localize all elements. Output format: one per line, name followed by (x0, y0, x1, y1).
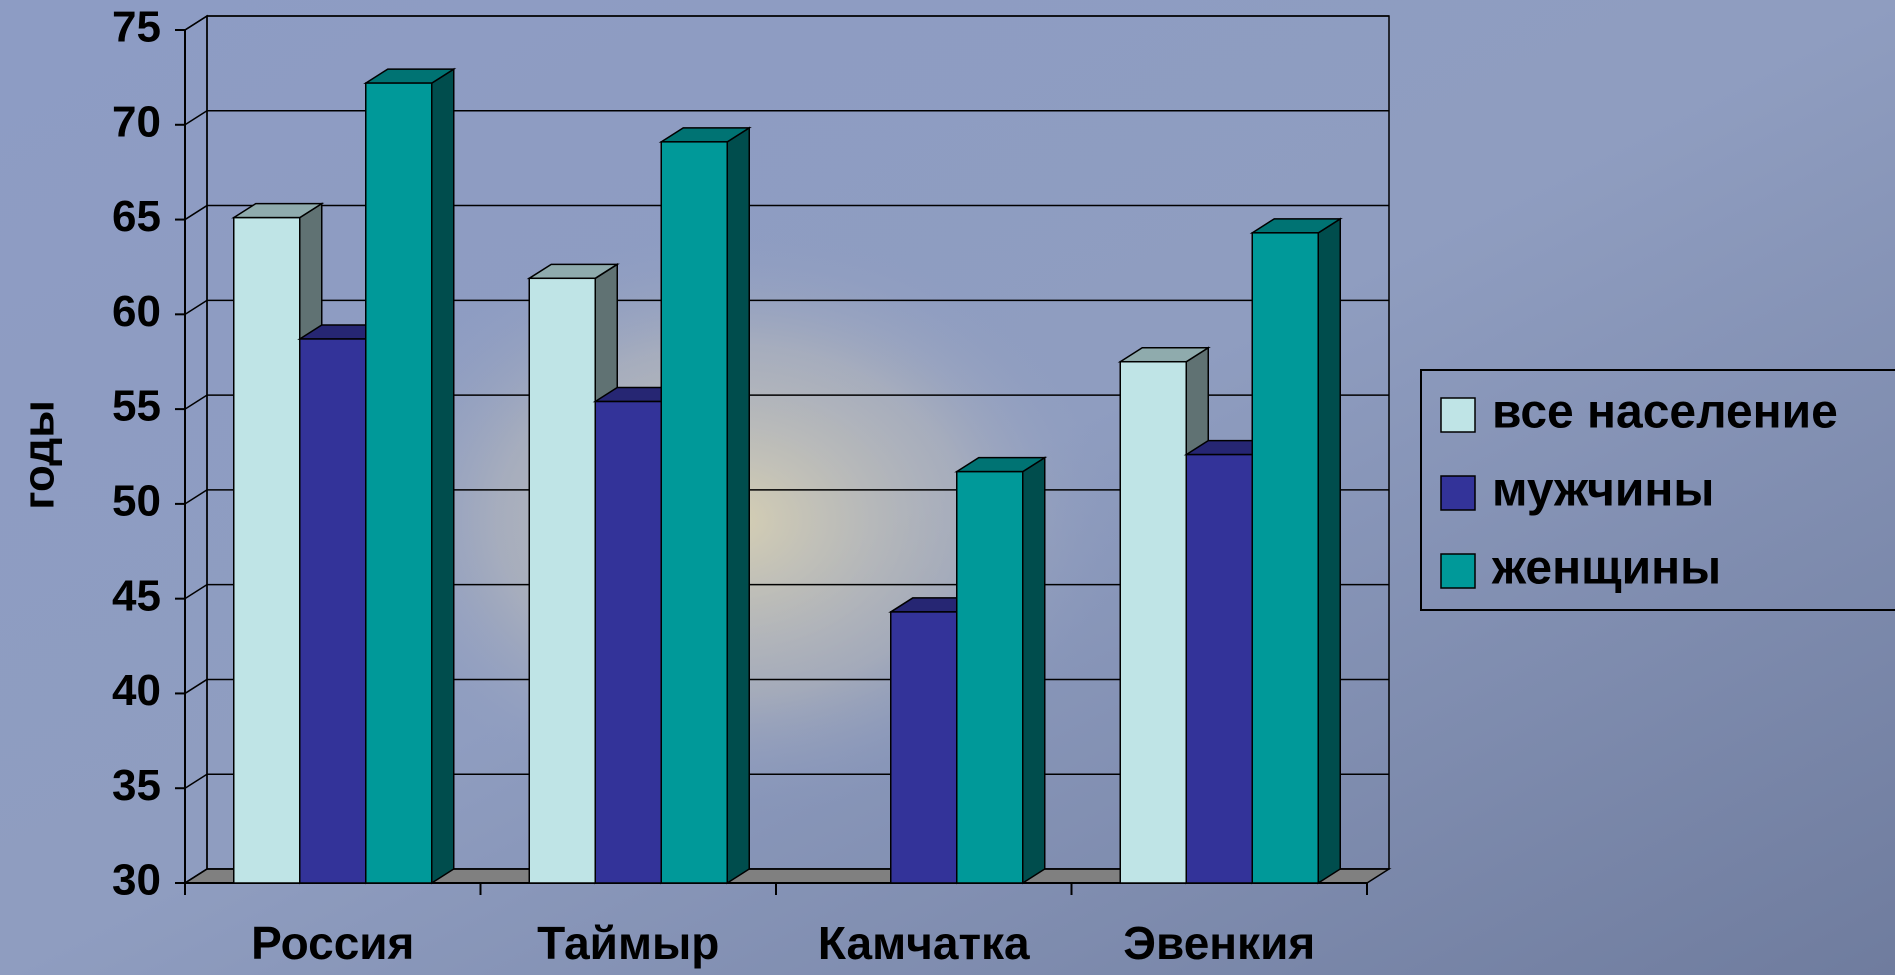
grid-line-side (184, 394, 208, 410)
bar (528, 277, 596, 884)
y-tick-label: 35 (112, 761, 161, 810)
legend-label: все население (1492, 386, 1838, 439)
legend-swatch (1440, 553, 1476, 589)
bar (299, 338, 367, 884)
bar (365, 82, 433, 884)
bar-group (1249, 217, 1343, 885)
bar-side (431, 67, 455, 885)
bar-side (1022, 456, 1046, 885)
grid-line-side (184, 204, 208, 221)
bar (890, 611, 958, 884)
legend-swatch (1440, 397, 1476, 433)
legend-label: женщины (1491, 542, 1721, 595)
grid-line-side (184, 868, 208, 884)
y-tick-label: 70 (112, 97, 161, 146)
bar-group (363, 67, 457, 885)
y-tick-label: 60 (112, 287, 161, 336)
grid-line-side (184, 15, 208, 31)
x-tick-label: Таймыр (537, 917, 719, 969)
y-tick-label: 65 (112, 192, 161, 241)
y-tick-label: 50 (112, 477, 161, 526)
y-tick-label: 75 (112, 3, 161, 52)
legend-box (1420, 369, 1895, 611)
grid-line-side (184, 489, 208, 505)
x-tick-label: Россия (251, 917, 414, 969)
bar (660, 141, 728, 884)
y-tick-label: 55 (112, 382, 161, 431)
grid-line-side (184, 773, 208, 789)
y-tick-label: 30 (112, 856, 161, 905)
y-axis-label: годы (15, 400, 64, 510)
bar (1185, 453, 1253, 884)
y-tick-label: 45 (112, 571, 161, 620)
bar-group (954, 456, 1048, 885)
y-tick-label: 40 (112, 666, 161, 715)
plot: 30 35 40 45 50 55 60 65 70 75 Россия Таймыр Камчатка… (112, 3, 1392, 969)
grid-line-side (184, 299, 208, 315)
x-tick-label: Камчатка (818, 917, 1030, 969)
bar (1119, 360, 1187, 884)
bar-side (1317, 217, 1341, 885)
x-tick-label: Эвенкия (1123, 917, 1315, 969)
bar-group (658, 126, 752, 885)
legend-label: мужчины (1492, 464, 1714, 517)
grid-line-side (184, 584, 208, 600)
bar-side (726, 126, 750, 885)
legend: все население мужчины женщины (1440, 386, 1838, 595)
bar (594, 400, 662, 884)
bar (956, 470, 1024, 884)
bar (233, 216, 301, 884)
grid-line-side (184, 678, 208, 695)
grid-line-side (184, 110, 208, 126)
bar (1251, 232, 1319, 884)
legend-swatch (1440, 475, 1476, 511)
